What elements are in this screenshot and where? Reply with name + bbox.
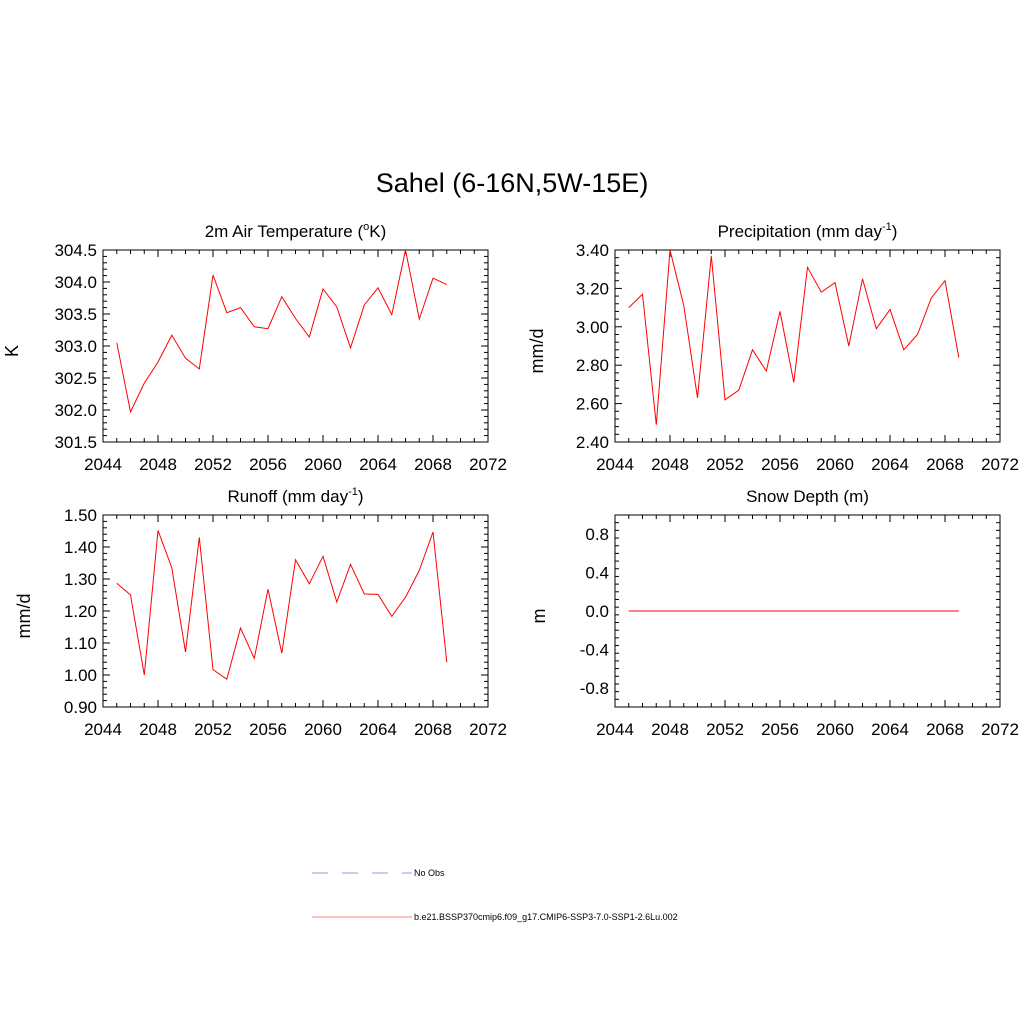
panel-title: Precipitation (mm day-1) <box>718 221 898 241</box>
x-tick-label: 2044 <box>84 455 122 474</box>
y-axis-label: mm/d <box>14 594 34 639</box>
panel-1: 2044 2048 2052 2056 2060 2064 2068 2072 301.5 302… <box>2 221 507 474</box>
panel-2: 2044 2048 2052 2056 2060 2064 2068 2072 2.40 2.60… <box>527 221 1019 474</box>
series-line <box>628 249 960 425</box>
x-tick-label: 2072 <box>469 720 507 739</box>
x-tick-label: 2052 <box>194 720 232 739</box>
x-tick-label: 2068 <box>414 720 452 739</box>
y-tick-label: 1.00 <box>64 666 97 685</box>
x-tick-label: 2044 <box>596 455 634 474</box>
x-tick-label: 2072 <box>981 455 1019 474</box>
plot-frame <box>102 249 489 443</box>
legend-label-no-obs: No Obs <box>414 868 445 878</box>
x-tick-label: 2072 <box>469 455 507 474</box>
y-tick-label: 3.20 <box>576 279 609 298</box>
x-tick-label: 2068 <box>926 720 964 739</box>
x-tick-label: 2048 <box>651 720 689 739</box>
panel-3: 2044 2048 2052 2056 2060 2064 2068 2072 0.90 1.00… <box>14 486 507 739</box>
panel-title: Snow Depth (m) <box>746 487 869 506</box>
x-tick-label: 2060 <box>304 455 342 474</box>
x-tick-label: 2044 <box>596 720 634 739</box>
x-tick-label: 2048 <box>651 455 689 474</box>
y-tick-label: 0.4 <box>585 564 609 583</box>
y-tick-label: 0.0 <box>585 602 609 621</box>
x-tick-label: 2060 <box>816 720 854 739</box>
y-tick-label: 304.5 <box>54 241 97 260</box>
y-tick-label: 0.90 <box>64 698 97 717</box>
series-line <box>116 530 448 681</box>
y-tick-label: 3.00 <box>576 318 609 337</box>
x-tick-label: 2044 <box>84 720 122 739</box>
y-tick-label: 2.60 <box>576 395 609 414</box>
plot-frame <box>102 514 489 708</box>
y-tick-label: -0.8 <box>580 679 609 698</box>
panel-4: 2044 2048 2052 2056 2060 2064 2068 2072 -0.8 -0.4… <box>529 487 1019 739</box>
x-tick-label: 2048 <box>139 720 177 739</box>
y-tick-label: 2.80 <box>576 356 609 375</box>
x-tick-label: 2068 <box>414 455 452 474</box>
y-tick-label: 2.40 <box>576 433 609 452</box>
x-tick-label: 2064 <box>359 455 397 474</box>
y-tick-label: 1.20 <box>64 602 97 621</box>
x-tick-label: 2056 <box>761 720 799 739</box>
y-tick-label: 3.40 <box>576 241 609 260</box>
legend-label-model: b.e21.BSSP370cmip6.f09_g17.CMIP6-SSP3-7.… <box>414 912 678 922</box>
plot-frame <box>614 249 1001 443</box>
x-tick-label: 2056 <box>249 455 287 474</box>
x-tick-label: 2072 <box>981 720 1019 739</box>
y-axis-label: K <box>2 345 22 357</box>
x-tick-label: 2064 <box>871 720 909 739</box>
x-tick-label: 2052 <box>706 455 744 474</box>
x-tick-label: 2064 <box>359 720 397 739</box>
y-tick-label: 1.50 <box>64 506 97 525</box>
x-tick-label: 2060 <box>816 455 854 474</box>
y-tick-label: 1.30 <box>64 570 97 589</box>
series-line <box>116 249 448 414</box>
y-tick-label: 302.0 <box>54 401 97 420</box>
y-tick-label: 0.8 <box>585 525 609 544</box>
x-tick-label: 2052 <box>706 720 744 739</box>
y-tick-label: 1.40 <box>64 538 97 557</box>
y-tick-label: 304.0 <box>54 273 97 292</box>
panel-title: 2m Air Temperature (oK) <box>205 221 387 241</box>
y-tick-label: -0.4 <box>580 640 609 659</box>
y-axis-label: mm/d <box>527 329 547 374</box>
y-tick-label: 303.0 <box>54 337 97 356</box>
y-tick-label: 302.5 <box>54 369 97 388</box>
x-tick-label: 2056 <box>249 720 287 739</box>
x-tick-label: 2068 <box>926 455 964 474</box>
x-tick-label: 2052 <box>194 455 232 474</box>
y-tick-label: 303.5 <box>54 305 97 324</box>
figure-title: Sahel (6-16N,5W-15E) <box>375 168 649 198</box>
y-tick-label: 301.5 <box>54 433 97 452</box>
chart-panels: 2044 2048 2052 2056 2060 2064 2068 2072 301.5 302… <box>2 221 1019 739</box>
panel-title: Runoff (mm day-1) <box>227 486 363 506</box>
y-axis-label: m <box>529 609 549 624</box>
x-tick-label: 2064 <box>871 455 909 474</box>
legend: No Obs b.e21.BSSP370cmip6.f09_g17.CMIP6-… <box>312 868 678 922</box>
y-tick-label: 1.10 <box>64 634 97 653</box>
x-tick-label: 2048 <box>139 455 177 474</box>
x-tick-label: 2056 <box>761 455 799 474</box>
x-tick-label: 2060 <box>304 720 342 739</box>
